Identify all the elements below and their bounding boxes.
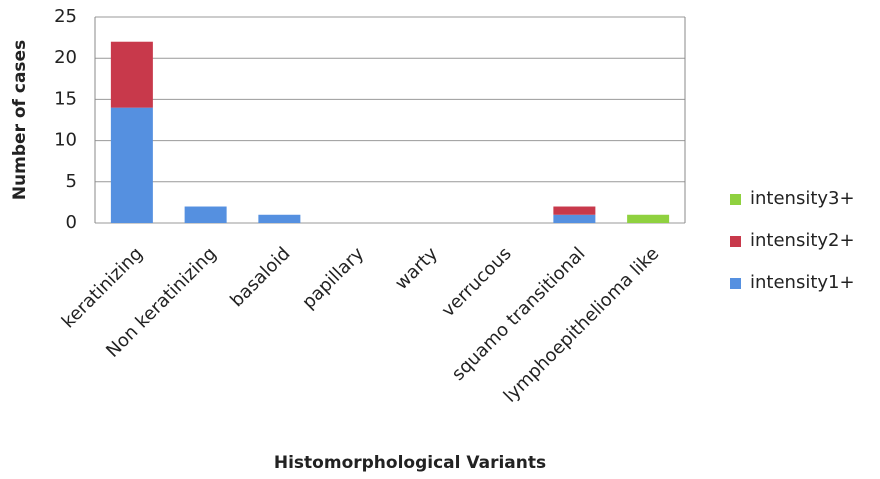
legend-swatch [730, 236, 741, 247]
x-tick-label: verrucous [438, 243, 516, 321]
x-tick-label: lymphoepithelioma like [500, 243, 664, 407]
legend-label: intensity1+ [750, 272, 855, 293]
bar-segment [627, 214, 670, 223]
legend-label: intensity3+ [750, 188, 855, 209]
y-tick-label: 15 [54, 88, 77, 109]
bar-segment [553, 214, 596, 223]
legend-label: intensity2+ [750, 230, 855, 251]
y-axis-title: Number of cases [10, 40, 30, 200]
bar-segment [184, 206, 227, 223]
y-tick-label: 25 [54, 6, 77, 27]
x-tick-label: papillary [298, 243, 368, 313]
x-tick-label: basaloid [226, 243, 294, 311]
x-tick-label: warty [391, 243, 442, 294]
legend-swatch [730, 278, 741, 289]
x-tick-label: squamo transitional [448, 243, 590, 385]
bar-segment [553, 206, 596, 215]
bar-segment [258, 214, 301, 223]
bar-segment [110, 107, 153, 223]
legend-swatch [730, 194, 741, 205]
bar-segment [110, 41, 153, 108]
x-axis-title: Histomorphological Variants [274, 453, 546, 473]
y-tick-label: 5 [66, 171, 77, 192]
y-tick-label: 0 [66, 212, 77, 233]
y-tick-label: 20 [54, 47, 77, 68]
y-tick-label: 10 [54, 130, 77, 151]
